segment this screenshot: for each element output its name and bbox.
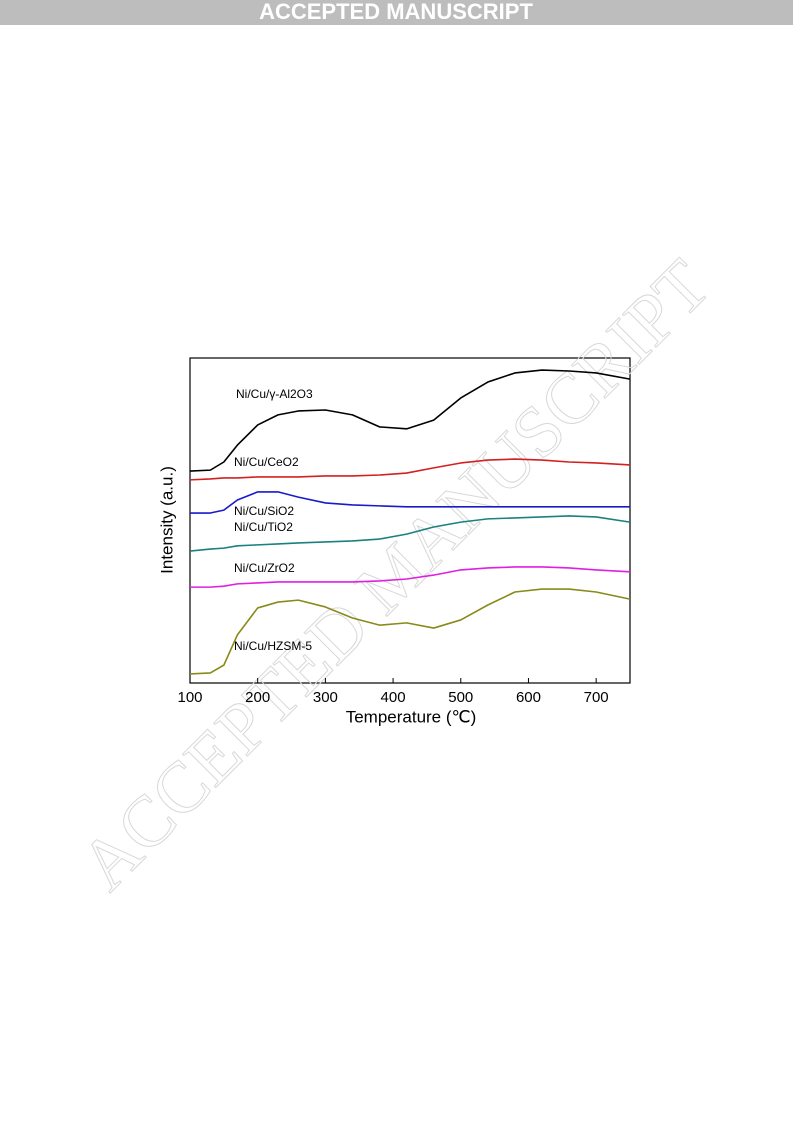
x-tick-label: 400 xyxy=(381,689,406,706)
series-line xyxy=(190,566,631,588)
x-tick-label: 700 xyxy=(584,689,609,706)
series-label: Ni/Cu/γ-Al2O3 xyxy=(236,387,313,401)
x-tick-label: 200 xyxy=(245,689,270,706)
series-line xyxy=(189,458,631,481)
plot-frame xyxy=(189,357,631,684)
series-line xyxy=(190,491,630,514)
x-tick-label: 100 xyxy=(177,689,202,706)
series-line xyxy=(189,515,631,552)
series-line xyxy=(189,369,631,472)
x-tick-label: 600 xyxy=(516,689,541,706)
header-title: ACCEPTED MANUSCRIPT xyxy=(259,0,533,24)
x-tick-label: 500 xyxy=(448,689,473,706)
series-line xyxy=(189,588,631,675)
y-axis-label: Intensity (a.u.) xyxy=(157,466,176,574)
header-bar xyxy=(0,0,793,25)
series-label: Ni/Cu/HZSM-5 xyxy=(234,639,312,653)
x-axis-label: Temperature (℃) xyxy=(346,707,477,726)
series-label: Ni/Cu/ZrO2 xyxy=(234,561,295,575)
x-tick-label: 300 xyxy=(313,689,338,706)
series-label: Ni/Cu/CeO2 xyxy=(234,455,299,469)
series-label: Ni/Cu/TiO2 xyxy=(234,520,293,534)
series-label: Ni/Cu/SiO2 xyxy=(234,504,294,518)
